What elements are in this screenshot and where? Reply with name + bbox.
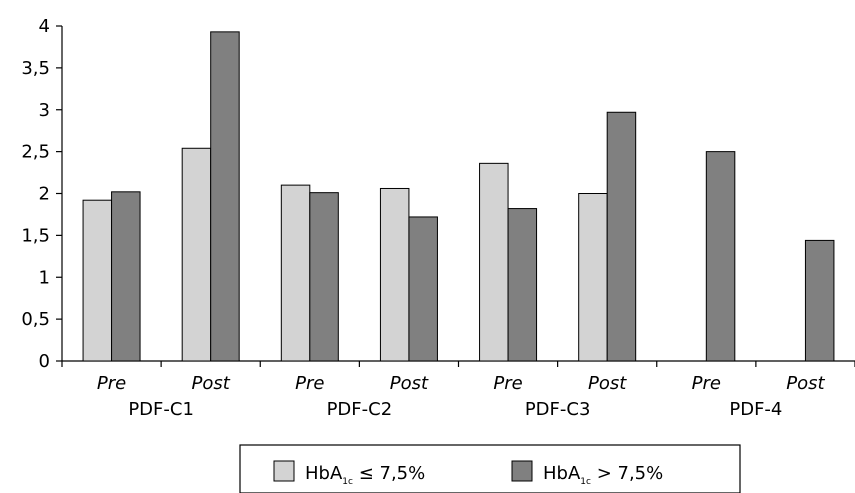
bar xyxy=(82,199,113,362)
x-group-label: PDF-C1 xyxy=(128,399,194,420)
x-subcategory-label: Post xyxy=(786,373,825,394)
y-tick-label: 2,5 xyxy=(21,142,50,163)
bar xyxy=(705,151,736,362)
y-tick-label: 0 xyxy=(39,351,50,372)
bar xyxy=(507,208,538,362)
x-subcategory-label: Post xyxy=(192,373,231,394)
bar xyxy=(479,162,509,362)
y-tick-label: 4 xyxy=(39,16,50,37)
bar xyxy=(578,193,608,362)
bar xyxy=(408,216,438,362)
y-tick-label: 3,5 xyxy=(21,58,50,79)
bar xyxy=(210,31,240,362)
x-group-label: PDF-C2 xyxy=(327,399,393,420)
axis-labels: 0 0,5 1 1,5 2 2,5 3 3,5 4 Pre Post Pre Post Pre Post Pr… xyxy=(21,16,825,420)
y-tick-label: 1 xyxy=(39,267,50,288)
bar xyxy=(309,192,339,362)
x-subcategory-label: Pre xyxy=(493,373,522,394)
x-group-label: PDF-4 xyxy=(729,399,782,420)
bar xyxy=(804,239,835,362)
x-subcategory-label: Pre xyxy=(97,373,126,394)
legend-label-high: HbA1c > 7,5% xyxy=(543,463,663,487)
x-subcategory-label: Post xyxy=(588,373,627,394)
y-tick-label: 3 xyxy=(39,100,50,121)
y-tick-label: 1,5 xyxy=(21,225,50,246)
y-tick-label: 2 xyxy=(39,184,50,205)
bar xyxy=(606,111,637,362)
legend-swatch-high xyxy=(511,460,533,482)
bar xyxy=(181,147,212,362)
bar xyxy=(280,184,311,362)
bar xyxy=(111,191,141,362)
x-subcategory-label: Pre xyxy=(295,373,324,394)
x-group-label: PDF-C3 xyxy=(525,399,591,420)
bars xyxy=(82,31,835,362)
y-tick-label: 0,5 xyxy=(21,309,50,330)
x-subcategory-label: Pre xyxy=(692,373,721,394)
x-subcategory-label: Post xyxy=(390,373,429,394)
legend-swatch-low xyxy=(273,460,295,482)
legend: HbA1c ≤ 7,5% HbA1c > 7,5% xyxy=(239,444,741,493)
bar xyxy=(379,187,410,362)
legend-label-low: HbA1c ≤ 7,5% xyxy=(305,463,425,487)
legend-box xyxy=(239,444,741,493)
